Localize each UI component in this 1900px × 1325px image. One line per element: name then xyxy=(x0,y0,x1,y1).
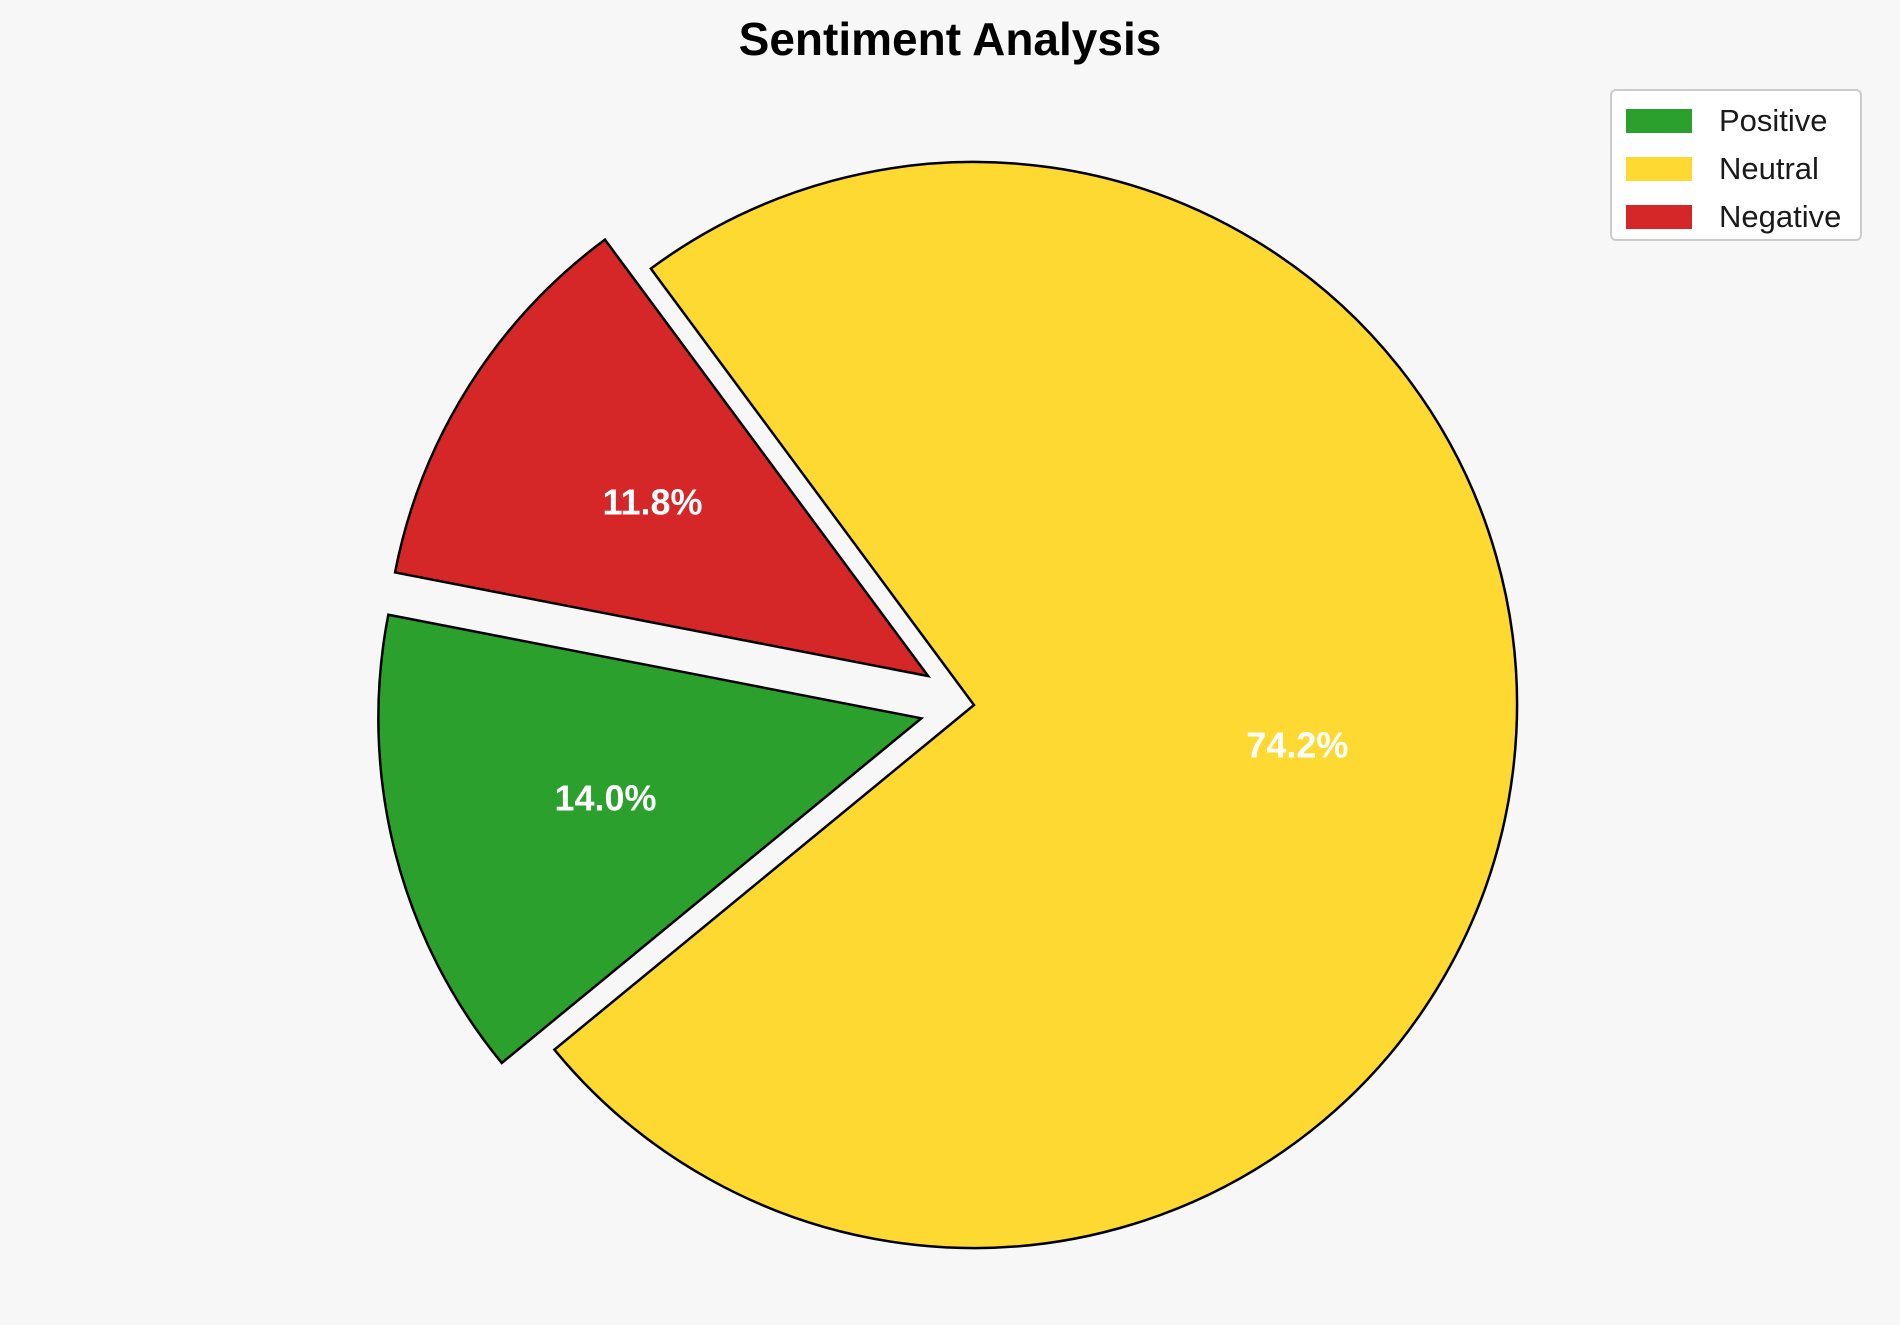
legend-label-positive: Positive xyxy=(1719,103,1828,138)
legend-label-negative: Negative xyxy=(1719,199,1842,234)
pie-slice-neutral xyxy=(552,160,1519,1250)
pie-slices xyxy=(377,160,1519,1250)
pie-slice-positive xyxy=(377,613,925,1065)
legend-swatch-negative xyxy=(1626,205,1692,229)
pie-slice-negative xyxy=(393,237,931,678)
pie-value-labels: 14.0% 74.2% 11.8% xyxy=(554,482,1348,819)
legend-swatch-neutral xyxy=(1626,157,1692,181)
chart-title: Sentiment Analysis xyxy=(738,13,1162,65)
pie-label-positive: 14.0% xyxy=(554,778,656,819)
legend-swatch-positive xyxy=(1626,109,1692,133)
pie-label-negative: 11.8% xyxy=(602,482,702,523)
legend-item-positive: Positive xyxy=(1626,103,1828,138)
legend-label-neutral: Neutral xyxy=(1719,151,1819,186)
legend: Positive Neutral Negative xyxy=(1610,89,1862,241)
legend-item-negative: Negative xyxy=(1626,199,1842,234)
pie-label-neutral: 74.2% xyxy=(1246,724,1348,765)
legend-item-neutral: Neutral xyxy=(1626,151,1819,186)
